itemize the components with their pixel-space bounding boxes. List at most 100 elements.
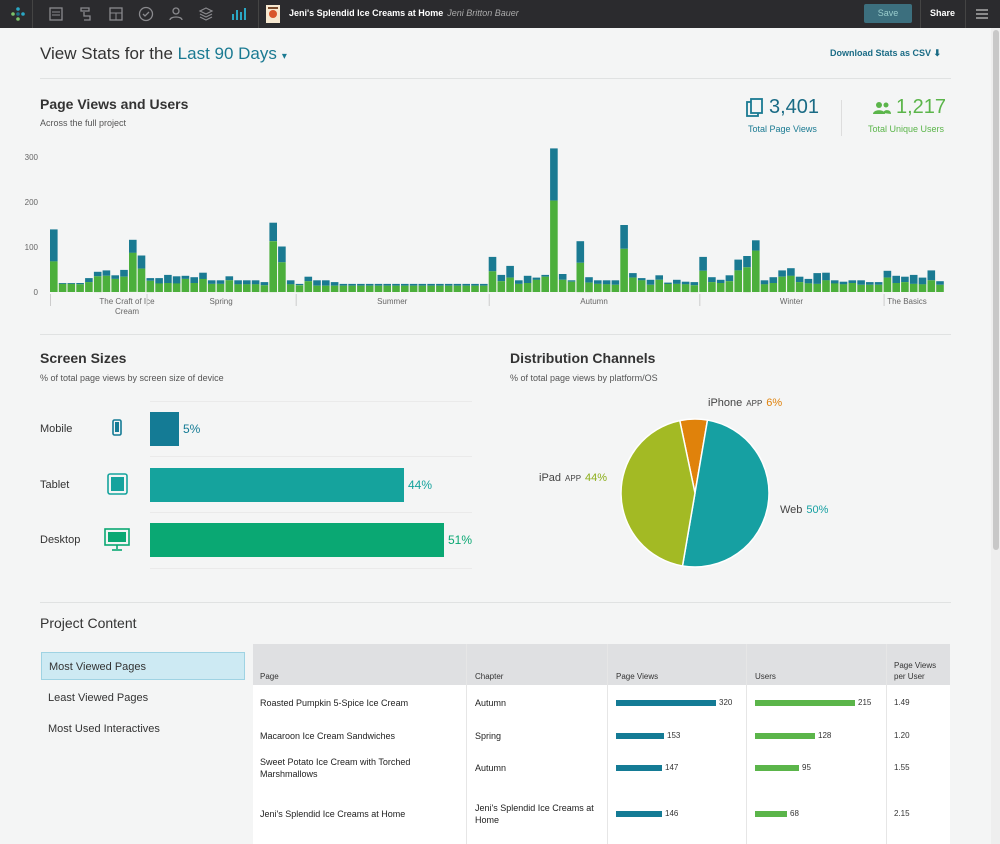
- chart-bar-users[interactable]: [892, 283, 900, 292]
- chart-bar-users[interactable]: [594, 283, 602, 292]
- page-name-link[interactable]: Roasted Pumpkin 5-Spice Ice Cream: [260, 698, 409, 708]
- chart-bar-users[interactable]: [383, 285, 391, 292]
- chart-bar-page-views[interactable]: [207, 280, 216, 284]
- chart-bar-page-views[interactable]: [901, 276, 909, 283]
- chart-bar-page-views[interactable]: [365, 283, 374, 286]
- chart-bar-users[interactable]: [804, 283, 813, 292]
- layers-icon[interactable]: [197, 5, 215, 23]
- chart-bar-users[interactable]: [269, 241, 277, 293]
- chart-bar-users[interactable]: [857, 284, 865, 292]
- chart-bar-page-views[interactable]: [453, 283, 462, 286]
- menu-icon[interactable]: [973, 5, 991, 23]
- chart-bar-page-views[interactable]: [778, 270, 786, 277]
- col-header-views-per-user[interactable]: Page Views per User: [894, 661, 937, 681]
- chart-bar-users[interactable]: [480, 285, 488, 292]
- chart-bar-users[interactable]: [225, 280, 234, 292]
- chart-bar-users[interactable]: [795, 282, 804, 292]
- chart-bar-page-views[interactable]: [734, 259, 742, 271]
- chart-bar-users[interactable]: [822, 280, 830, 292]
- chart-bar-users[interactable]: [813, 283, 821, 292]
- chart-bar-page-views[interactable]: [874, 282, 883, 285]
- chart-bar-users[interactable]: [874, 284, 883, 292]
- col-header-page-views[interactable]: Page Views: [616, 672, 659, 681]
- chart-bar-users[interactable]: [866, 284, 874, 292]
- logo-icon[interactable]: [9, 5, 27, 23]
- chart-bar-users[interactable]: [576, 262, 585, 293]
- chart-bar-users[interactable]: [673, 283, 681, 292]
- chart-bar-users[interactable]: [620, 248, 628, 292]
- chart-bar-users[interactable]: [681, 284, 690, 292]
- chart-bar-page-views[interactable]: [795, 276, 804, 283]
- chart-bar-page-views[interactable]: [137, 255, 146, 269]
- chart-bar-users[interactable]: [418, 285, 427, 292]
- chart-bar-users[interactable]: [708, 282, 716, 292]
- chart-bar-users[interactable]: [585, 282, 593, 293]
- chart-bar-page-views[interactable]: [50, 229, 58, 262]
- chart-bar-users[interactable]: [787, 275, 795, 292]
- chart-bar-page-views[interactable]: [383, 283, 391, 286]
- chart-bar-users[interactable]: [909, 283, 918, 292]
- chart-bar-users[interactable]: [181, 278, 190, 292]
- chart-bar-page-views[interactable]: [550, 148, 558, 201]
- chart-bar-page-views[interactable]: [515, 280, 523, 284]
- pie-slice-web[interactable]: [681, 419, 770, 568]
- chart-bar-users[interactable]: [392, 285, 400, 292]
- chart-bar-page-views[interactable]: [541, 274, 549, 277]
- chart-bar-page-views[interactable]: [260, 282, 269, 286]
- chart-bar-page-views[interactable]: [444, 283, 453, 286]
- chart-bar-users[interactable]: [295, 285, 304, 293]
- chart-bar-page-views[interactable]: [725, 275, 734, 282]
- chart-bar-page-views[interactable]: [787, 268, 795, 276]
- chart-bar-users[interactable]: [515, 283, 523, 292]
- chart-bar-users[interactable]: [155, 283, 163, 292]
- chart-bar-page-views[interactable]: [769, 277, 778, 283]
- chart-bar-users[interactable]: [743, 267, 751, 293]
- chart-bar-users[interactable]: [778, 276, 786, 292]
- chart-bar-page-views[interactable]: [866, 282, 874, 285]
- chart-bar-page-views[interactable]: [129, 239, 137, 253]
- chart-bar-users[interactable]: [76, 284, 84, 292]
- chart-bar-users[interactable]: [322, 285, 330, 292]
- chart-bar-page-views[interactable]: [111, 275, 119, 279]
- chart-bar-users[interactable]: [453, 285, 462, 292]
- chart-bar-page-views[interactable]: [339, 283, 348, 286]
- chart-bar-users[interactable]: [725, 281, 734, 292]
- chart-bar-page-views[interactable]: [225, 276, 234, 281]
- chart-bar-users[interactable]: [883, 277, 892, 292]
- chart-bar-page-views[interactable]: [190, 277, 198, 283]
- chart-bar-users[interactable]: [752, 250, 760, 292]
- chart-bar-page-views[interactable]: [804, 278, 813, 284]
- chart-bar-page-views[interactable]: [690, 282, 699, 286]
- chart-bar-page-views[interactable]: [155, 278, 163, 284]
- chart-bar-page-views[interactable]: [576, 241, 585, 263]
- chart-bar-users[interactable]: [927, 280, 936, 292]
- col-header-chapter[interactable]: Chapter: [475, 672, 504, 681]
- chart-bar-page-views[interactable]: [909, 274, 918, 284]
- chart-bar-page-views[interactable]: [585, 277, 593, 283]
- chart-bar-users[interactable]: [664, 283, 672, 292]
- chart-bar-page-views[interactable]: [637, 278, 646, 281]
- chart-bar-users[interactable]: [839, 284, 848, 292]
- page-name-link[interactable]: Macaroon Ice Cream Sandwiches: [260, 731, 396, 741]
- chart-bar-users[interactable]: [550, 200, 558, 292]
- chart-bar-page-views[interactable]: [348, 283, 356, 286]
- stats-icon[interactable]: [229, 5, 247, 23]
- chart-bar-users[interactable]: [830, 283, 839, 292]
- chart-bar-users[interactable]: [760, 284, 769, 292]
- chart-bar-page-views[interactable]: [286, 280, 295, 285]
- chart-bar-page-views[interactable]: [216, 280, 225, 284]
- chart-bar-page-views[interactable]: [58, 283, 67, 284]
- chart-bar-page-views[interactable]: [269, 222, 277, 242]
- chart-bar-users[interactable]: [506, 277, 514, 292]
- chart-bar-users[interactable]: [637, 280, 646, 292]
- chart-bar-page-views[interactable]: [558, 274, 567, 280]
- chart-bar-users[interactable]: [769, 283, 778, 292]
- chart-bar-page-views[interactable]: [304, 276, 313, 282]
- chart-bar-page-views[interactable]: [409, 283, 418, 286]
- chart-bar-users[interactable]: [401, 285, 409, 292]
- chart-bar-users[interactable]: [409, 285, 418, 292]
- chart-bar-page-views[interactable]: [883, 270, 892, 278]
- chart-bar-page-views[interactable]: [418, 283, 427, 286]
- chart-bar-page-views[interactable]: [813, 273, 821, 284]
- chart-bar-page-views[interactable]: [927, 270, 936, 281]
